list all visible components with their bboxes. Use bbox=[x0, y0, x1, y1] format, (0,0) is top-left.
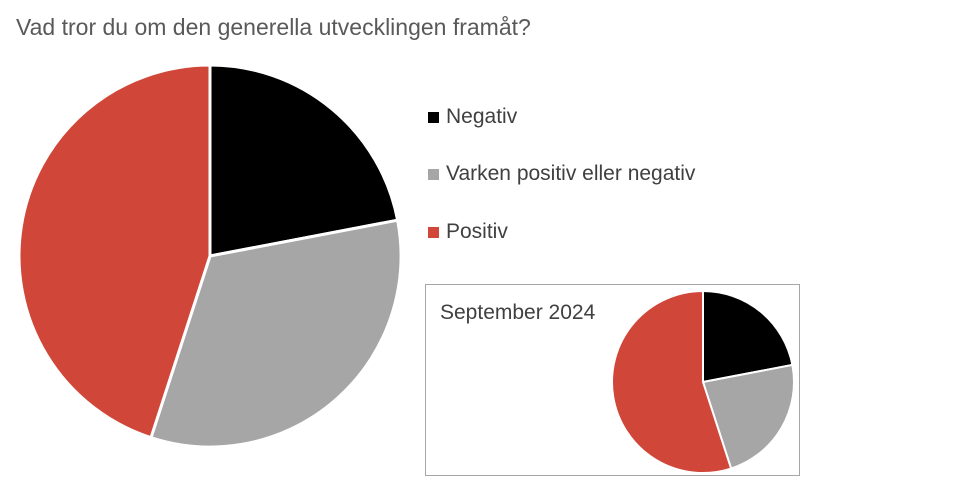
pie-slice-positiv bbox=[611, 289, 733, 474]
pie-slice-varken bbox=[701, 363, 795, 470]
legend-label: Varken positiv eller negativ bbox=[446, 162, 696, 185]
legend-swatch bbox=[428, 168, 439, 180]
inset-pie bbox=[611, 289, 795, 474]
inset-chart: September 2024 bbox=[425, 284, 800, 476]
pie-slice-negativ bbox=[702, 289, 794, 384]
pie-slice-negativ bbox=[208, 63, 400, 258]
legend-label: Negativ bbox=[446, 105, 518, 128]
legend-swatch bbox=[428, 111, 439, 123]
inset-title: September 2024 bbox=[440, 301, 596, 324]
chart-title: Vad tror du om den generella utvecklinge… bbox=[16, 14, 531, 40]
pie-slice-varken bbox=[149, 218, 403, 449]
legend-item-positiv: Positiv bbox=[428, 220, 508, 244]
main-pie bbox=[17, 63, 403, 449]
legend-item-varken: Varken positiv eller negativ bbox=[428, 162, 695, 186]
legend-item-negativ: Negativ bbox=[428, 105, 517, 129]
legend-label: Positiv bbox=[446, 220, 508, 243]
legend-swatch bbox=[428, 226, 439, 238]
pie-slice-positiv bbox=[17, 63, 212, 440]
